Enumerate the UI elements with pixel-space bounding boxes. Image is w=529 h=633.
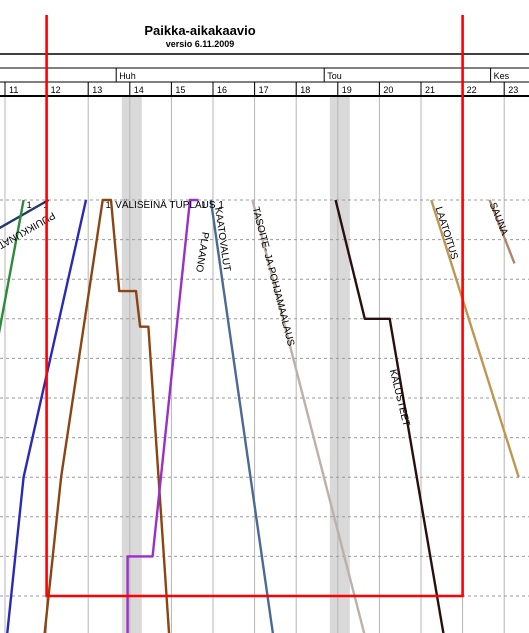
month-label: Tou bbox=[327, 71, 342, 81]
chart-subtitle: versio 6.11.2009 bbox=[166, 39, 235, 49]
series-line bbox=[430, 199, 520, 478]
week-tick-label: 22 bbox=[467, 85, 477, 95]
chart-title: Paikka-aikakaavio bbox=[144, 23, 255, 38]
week-tick-label: 13 bbox=[92, 85, 102, 95]
month-label: Kes bbox=[494, 71, 510, 81]
month-label: Huh bbox=[119, 71, 136, 81]
chart-header: Paikka-aikakaavio versio 6.11.2009 bbox=[144, 23, 255, 49]
series-line bbox=[334, 199, 445, 633]
week-tick-label: 23 bbox=[508, 85, 518, 95]
series-line bbox=[0, 198, 50, 230]
series-label: TASOITE- JA POHJAMAALAUS bbox=[250, 206, 297, 348]
series-line bbox=[251, 199, 366, 633]
series-line bbox=[126, 198, 199, 633]
series-line bbox=[209, 199, 275, 633]
holiday-band bbox=[329, 96, 350, 633]
week-tick-label: 15 bbox=[175, 85, 185, 95]
holiday-band bbox=[121, 96, 142, 633]
series-label: LAATOITUS bbox=[433, 206, 460, 262]
marker-label: 1 bbox=[106, 200, 111, 210]
week-tick-label: 14 bbox=[134, 85, 144, 95]
week-tick-label: 16 bbox=[217, 85, 227, 95]
highlight-frame bbox=[45, 15, 464, 598]
marker-label: 1 bbox=[27, 200, 32, 210]
series-label: VÄLISEINÄ TUPLAUS 1 bbox=[115, 199, 224, 211]
marker-label: 1 bbox=[201, 200, 206, 210]
time-axis: 11 12 13 14 15 16 17 18 19 20 21 22 23 Huh Tou Kes bbox=[0, 53, 529, 97]
series-label: SAUNA bbox=[487, 201, 510, 237]
week-tick-label: 18 bbox=[300, 85, 310, 95]
series-line bbox=[43, 198, 171, 633]
series-line bbox=[488, 199, 516, 264]
series-label: PLAANO bbox=[193, 231, 210, 273]
red-frame bbox=[45, 15, 464, 598]
week-tick-label: 17 bbox=[259, 85, 269, 95]
series-label: PUUIKKUNAT, O bbox=[0, 209, 57, 256]
week-tick-label: 21 bbox=[425, 85, 435, 95]
week-tick-label: 20 bbox=[383, 85, 393, 95]
week-tick-label: 19 bbox=[342, 85, 352, 95]
series-lines bbox=[0, 198, 520, 633]
week-tick-label: 11 bbox=[9, 85, 18, 95]
series-line bbox=[6, 199, 88, 633]
week-tick-label: 12 bbox=[51, 85, 61, 95]
